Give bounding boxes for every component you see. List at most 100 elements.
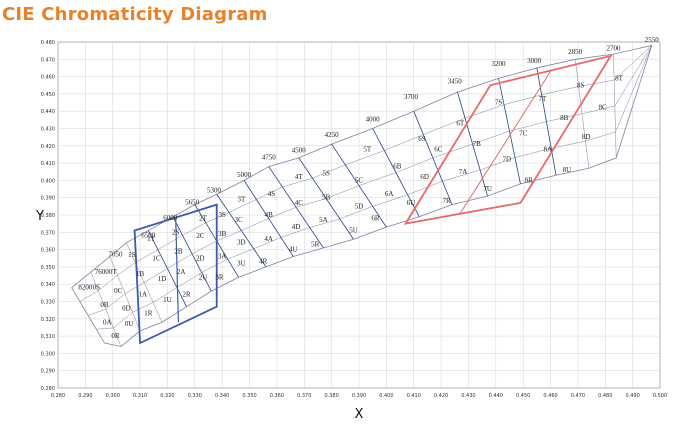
y-tick-label: 0.380 xyxy=(41,213,55,219)
bin-label: 7D xyxy=(502,156,511,164)
y-tick-label: 0.340 xyxy=(41,282,55,288)
bin-label: 3U xyxy=(237,259,246,267)
bin-label: 7R xyxy=(442,197,451,205)
x-tick-label: 0.350 xyxy=(242,393,256,399)
bin-label: 4T xyxy=(295,173,304,181)
bin-label: 7C xyxy=(519,130,528,138)
cct-label: 8200 xyxy=(78,283,93,291)
bin-label: 4B xyxy=(265,211,274,219)
x-tick-label: 0.290 xyxy=(78,393,92,399)
x-tick-label: 0.400 xyxy=(379,393,393,399)
duv-divider xyxy=(88,45,653,316)
cct-label: 3450 xyxy=(448,78,463,86)
highlight-region-red-divider xyxy=(459,71,551,214)
bin-label: 3B xyxy=(218,230,227,238)
bin-line xyxy=(216,194,267,268)
bin-label: 6T xyxy=(456,119,465,127)
y-tick-label: 0.400 xyxy=(41,178,55,184)
bin-label: 0B xyxy=(100,301,109,309)
y-tick-label: 0.300 xyxy=(41,351,55,357)
bin-label: 5D xyxy=(355,202,364,210)
bin-label: 4C xyxy=(295,199,304,207)
x-tick-label: 0.490 xyxy=(625,393,639,399)
bin-label: 6U xyxy=(407,199,416,207)
cct-label: 2850 xyxy=(568,48,583,56)
bin-label: 0T xyxy=(109,268,118,276)
bin-line xyxy=(536,67,557,176)
bin-label: 5C xyxy=(355,176,364,184)
y-tick-label: 0.440 xyxy=(41,109,55,115)
x-tick-label: 0.410 xyxy=(407,393,421,399)
cct-label: 3700 xyxy=(404,93,419,101)
x-tick-label: 0.370 xyxy=(297,393,311,399)
y-tick-label: 0.370 xyxy=(41,230,55,236)
cct-label: 5000 xyxy=(237,171,252,179)
y-axis-title: Y xyxy=(35,209,44,224)
cct-label: 5650 xyxy=(185,199,200,207)
y-tick-label: 0.480 xyxy=(41,40,55,46)
bin-label: 2T xyxy=(199,214,208,222)
bin-label: 1T xyxy=(147,235,156,243)
bin-line xyxy=(172,216,212,292)
cct-label: 4750 xyxy=(262,154,277,162)
bin-label: 0A xyxy=(103,318,112,326)
y-tick-label: 0.410 xyxy=(41,161,55,167)
highlight-region-blue xyxy=(133,203,218,345)
y-tick-label: 0.290 xyxy=(41,369,55,375)
x-tick-label: 0.380 xyxy=(324,393,338,399)
x-tick-label: 0.460 xyxy=(543,393,557,399)
bin-label: 7A xyxy=(459,168,468,176)
bin-label: 2C xyxy=(196,232,205,240)
bin-label: 8A xyxy=(544,145,553,153)
bin-label: 8D xyxy=(582,133,591,141)
x-tick-label: 0.430 xyxy=(461,393,475,399)
x-tick-label: 0.500 xyxy=(653,393,667,399)
y-tick-label: 0.350 xyxy=(41,265,55,271)
cct-label: 3200 xyxy=(492,60,507,68)
bin-line xyxy=(268,166,324,249)
bin-label: 0S xyxy=(93,284,101,292)
x-tick-label: 0.320 xyxy=(160,393,174,399)
bin-label: 6R xyxy=(371,214,380,222)
bin-label: 2R xyxy=(183,291,192,299)
highlight-region-red xyxy=(403,54,613,225)
bin-line xyxy=(243,180,294,257)
bin-label: 2U xyxy=(199,273,208,281)
bin-label: 1D xyxy=(158,275,167,283)
x-tick-label: 0.440 xyxy=(489,393,503,399)
cct-label: 6000 xyxy=(163,214,178,222)
cct-label: 3000 xyxy=(527,57,542,65)
x-tick-label: 0.470 xyxy=(571,393,585,399)
cct-label: 2700 xyxy=(606,45,621,53)
bin-label: 5S xyxy=(322,169,330,177)
bin-label: 4R xyxy=(259,258,268,266)
y-tick-label: 0.430 xyxy=(41,127,55,133)
bin-label: 0R xyxy=(111,332,120,340)
bin-label: 1C xyxy=(152,254,161,262)
x-tick-label: 0.480 xyxy=(598,393,612,399)
bin-line xyxy=(147,230,187,307)
bin-label: 1B xyxy=(136,270,145,278)
bin-label: 5U xyxy=(349,227,358,235)
bin-label: 3C xyxy=(235,216,244,224)
page-title: CIE Chromaticity Diagram xyxy=(2,4,268,25)
bin-label: 1R xyxy=(144,310,153,318)
cct-label: 5300 xyxy=(207,187,222,195)
bin-label: 2B xyxy=(174,247,183,255)
bin-line xyxy=(498,78,521,184)
bin-label: 3A xyxy=(218,253,227,261)
bin-label: 5B xyxy=(322,194,331,202)
bin-label: 4U xyxy=(289,246,298,254)
y-tick-label: 0.360 xyxy=(41,248,55,254)
x-tick-label: 0.390 xyxy=(352,393,366,399)
highlight-region-blue-divider xyxy=(175,216,179,323)
bin-line xyxy=(331,143,387,228)
y-tick-label: 0.460 xyxy=(41,75,55,81)
bin-label: 2S xyxy=(172,228,180,236)
cct-label: 4000 xyxy=(366,116,381,124)
bin-label: 6B xyxy=(393,163,402,171)
x-tick-label: 0.310 xyxy=(133,393,147,399)
x-tick-label: 0.420 xyxy=(434,393,448,399)
bin-label: 6S xyxy=(418,135,426,143)
cct-label: 7600 xyxy=(95,268,110,276)
